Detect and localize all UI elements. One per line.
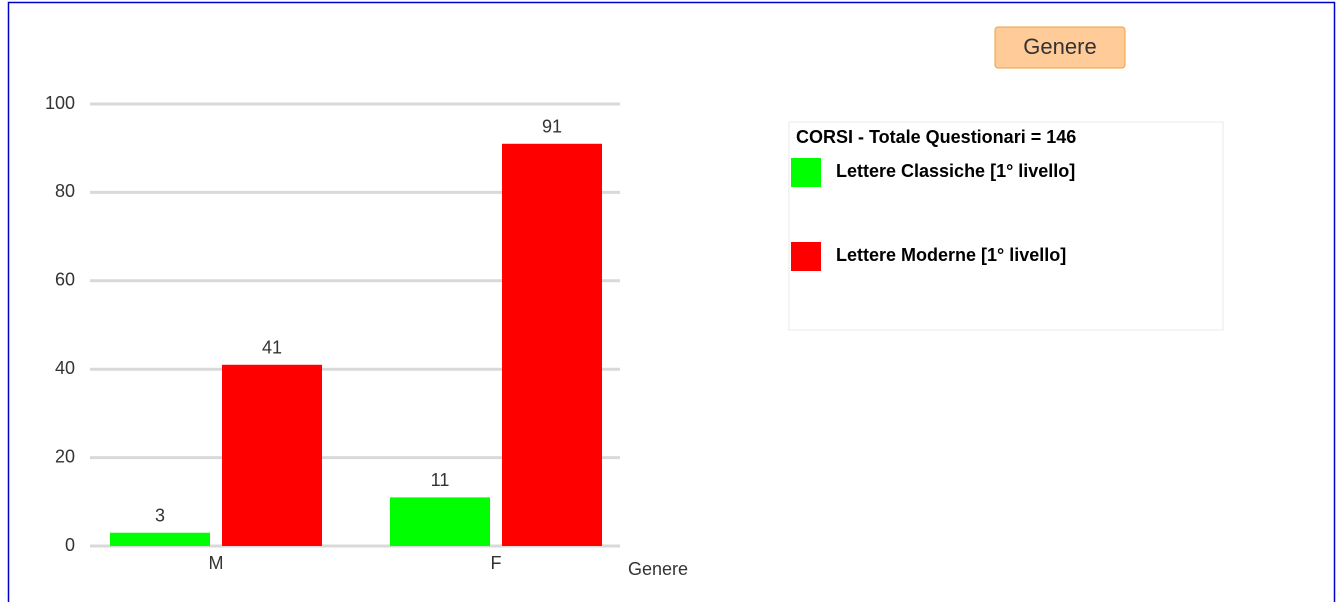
legend-title: CORSI - Totale Questionari = 146 bbox=[796, 127, 1076, 147]
y-tick-label: 20 bbox=[55, 446, 75, 466]
y-tick-label: 0 bbox=[65, 535, 75, 555]
x-axis-label: Genere bbox=[628, 559, 688, 579]
bar bbox=[222, 364, 322, 546]
value-label: 41 bbox=[262, 338, 282, 358]
legend-label: Lettere Classiche [1° livello] bbox=[836, 161, 1075, 181]
bar bbox=[502, 143, 602, 546]
y-tick-label: 60 bbox=[55, 270, 75, 290]
bar bbox=[110, 532, 210, 546]
legend-box bbox=[788, 121, 1224, 331]
value-label: 11 bbox=[431, 470, 450, 490]
chart-title: Genere bbox=[1023, 34, 1096, 59]
title-box bbox=[994, 26, 1126, 69]
legend-swatch bbox=[791, 242, 821, 271]
bar bbox=[390, 497, 490, 546]
y-tick-label: 80 bbox=[55, 181, 75, 201]
y-tick-label: 40 bbox=[55, 358, 75, 378]
value-label: 91 bbox=[542, 117, 562, 137]
x-tick-label: M bbox=[209, 553, 224, 573]
value-label: 3 bbox=[155, 505, 165, 525]
y-tick-label: 100 bbox=[45, 93, 75, 113]
x-tick-label: F bbox=[491, 553, 502, 573]
frame bbox=[7, 1, 1336, 602]
legend-swatch bbox=[791, 158, 821, 187]
legend-label: Lettere Moderne [1° livello] bbox=[836, 245, 1066, 265]
